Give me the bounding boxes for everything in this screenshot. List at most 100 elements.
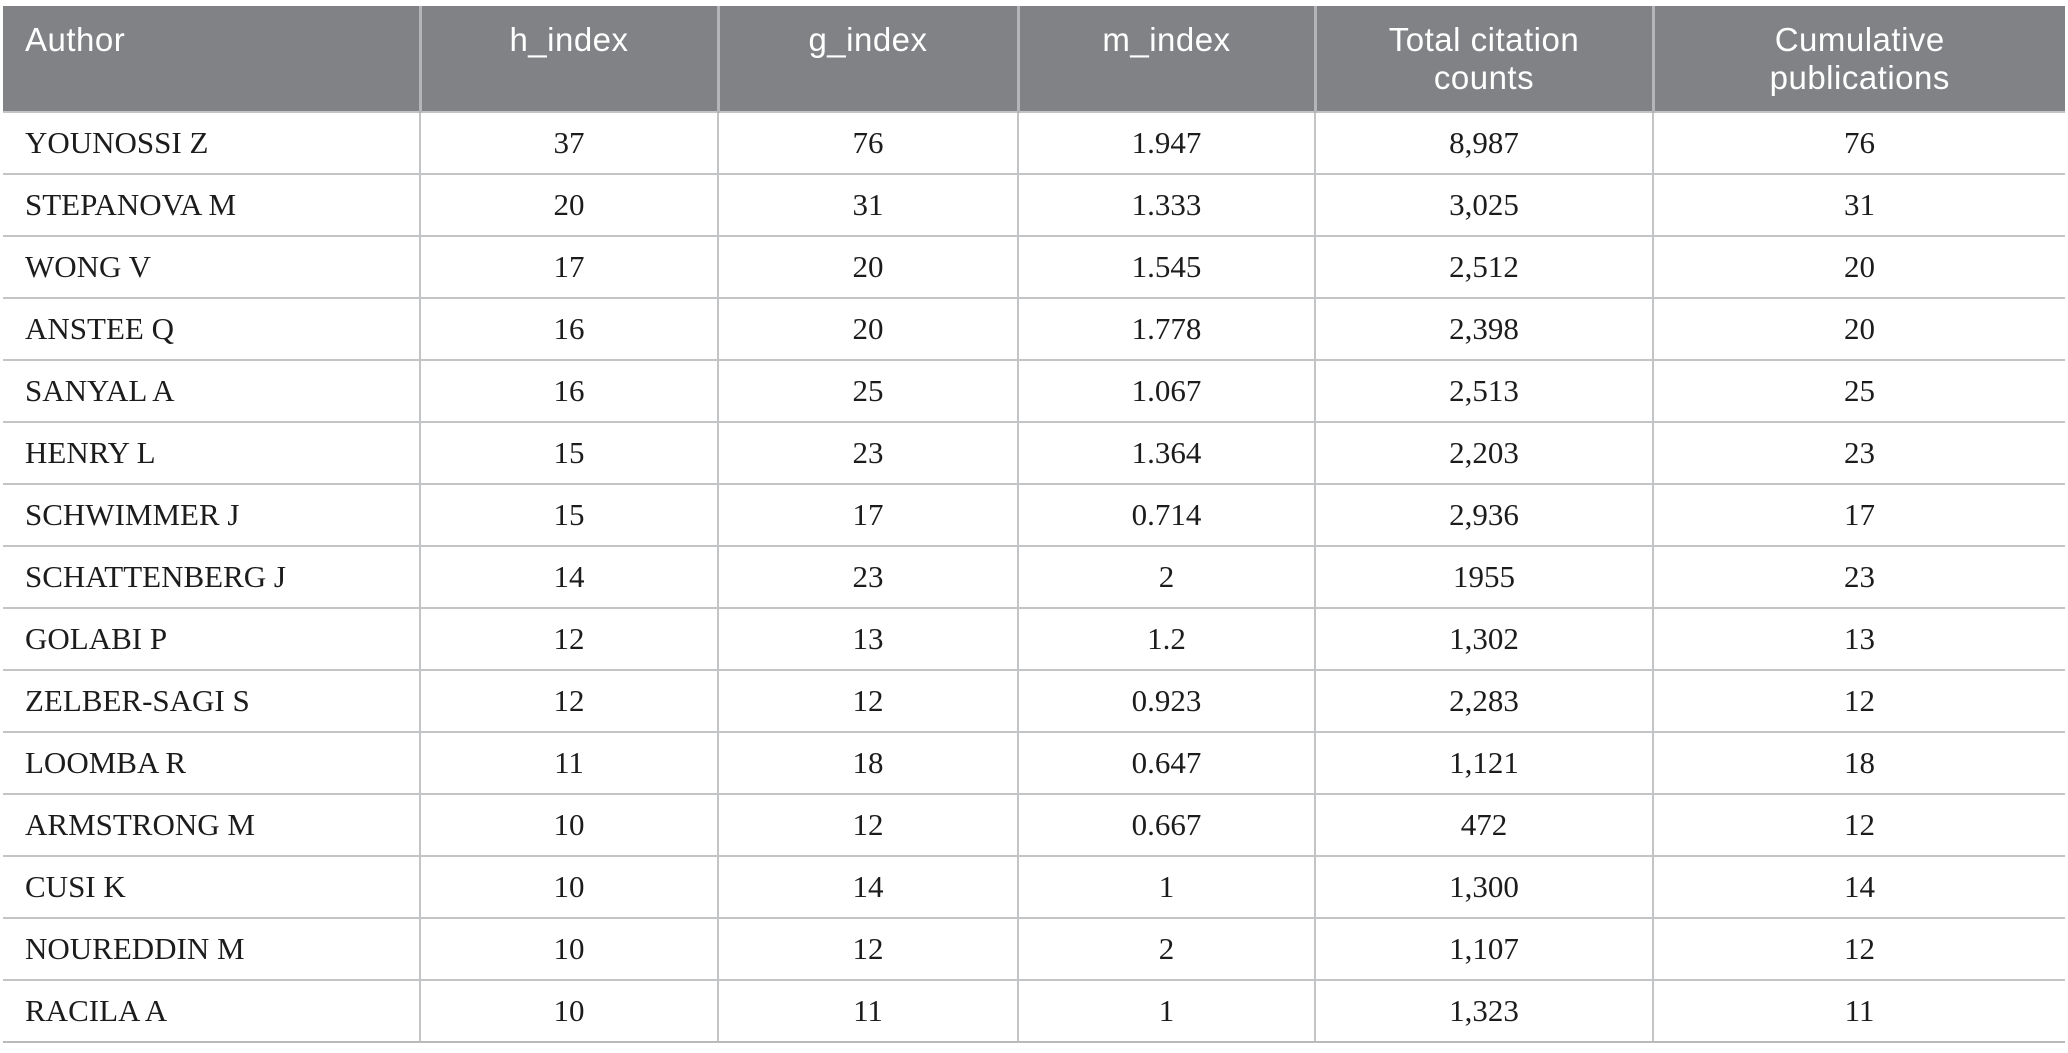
cumulative-publications-cell: 18 (1652, 731, 2065, 794)
table-row: RACILA A 10 11 1 1,323 11 (3, 979, 2065, 1043)
author-cell: SCHWIMMER J (3, 483, 420, 546)
cumulative-publications-cell: 17 (1652, 483, 2065, 546)
total-citations-cell: 2,513 (1314, 359, 1653, 422)
m-index-cell: 1.364 (1017, 421, 1315, 484)
cumulative-publications-cell: 12 (1652, 669, 2065, 732)
author-cell: RACILA A (3, 979, 420, 1043)
m-index-cell: 2 (1017, 545, 1315, 608)
cumulative-publications-cell: 23 (1652, 421, 2065, 484)
author-cell: GOLABI P (3, 607, 420, 670)
g-index-cell: 17 (717, 483, 1018, 546)
h-index-cell: 16 (419, 359, 718, 422)
table-header-row: Author h_index g_index m_index Total cit… (3, 6, 2065, 112)
g-index-cell: 14 (717, 855, 1018, 918)
h-index-cell: 15 (419, 421, 718, 484)
m-index-cell: 1.778 (1017, 297, 1315, 360)
total-citations-cell: 2,512 (1314, 235, 1653, 298)
total-citations-cell: 1,121 (1314, 731, 1653, 794)
g-index-cell: 76 (717, 111, 1018, 174)
table-row: SANYAL A 16 25 1.067 2,513 25 (3, 359, 2065, 422)
total-citations-cell: 472 (1314, 793, 1653, 856)
cumulative-publications-cell: 23 (1652, 545, 2065, 608)
table-row: GOLABI P 12 13 1.2 1,302 13 (3, 607, 2065, 670)
total-citations-cell: 2,203 (1314, 421, 1653, 484)
author-cell: LOOMBA R (3, 731, 420, 794)
author-cell: CUSI K (3, 855, 420, 918)
h-index-cell: 37 (419, 111, 718, 174)
g-index-cell: 20 (717, 235, 1018, 298)
total-citations-cell: 2,283 (1314, 669, 1653, 732)
cumulative-publications-cell: 11 (1652, 979, 2065, 1043)
g-index-cell: 25 (717, 359, 1018, 422)
author-cell: ANSTEE Q (3, 297, 420, 360)
m-index-cell: 1.333 (1017, 173, 1315, 236)
table-row: LOOMBA R 11 18 0.647 1,121 18 (3, 731, 2065, 794)
total-citations-cell: 3,025 (1314, 173, 1653, 236)
h-index-cell: 11 (419, 731, 718, 794)
column-header-h-index: h_index (418, 6, 718, 112)
total-citations-cell: 1,323 (1314, 979, 1653, 1043)
column-header-author: Author (3, 6, 420, 112)
g-index-cell: 12 (717, 793, 1018, 856)
g-index-cell: 20 (717, 297, 1018, 360)
h-index-cell: 10 (419, 917, 718, 980)
h-index-cell: 12 (419, 669, 718, 732)
h-index-cell: 15 (419, 483, 718, 546)
h-index-cell: 16 (419, 297, 718, 360)
h-index-cell: 10 (419, 855, 718, 918)
author-cell: SANYAL A (3, 359, 420, 422)
total-citations-cell: 1,300 (1314, 855, 1653, 918)
table-row: ARMSTRONG M 10 12 0.667 472 12 (3, 793, 2065, 856)
m-index-cell: 1.947 (1017, 111, 1315, 174)
g-index-cell: 12 (717, 669, 1018, 732)
author-cell: HENRY L (3, 421, 420, 484)
m-index-cell: 1.067 (1017, 359, 1315, 422)
g-index-cell: 13 (717, 607, 1018, 670)
cumulative-publications-cell: 31 (1652, 173, 2065, 236)
table-row: YOUNOSSI Z 37 76 1.947 8,987 76 (3, 111, 2065, 174)
g-index-cell: 18 (717, 731, 1018, 794)
author-cell: ZELBER-SAGI S (3, 669, 420, 732)
column-header-m-index: m_index (1016, 6, 1315, 112)
h-index-cell: 10 (419, 979, 718, 1043)
total-citations-cell: 8,987 (1314, 111, 1653, 174)
total-citations-cell: 2,398 (1314, 297, 1653, 360)
table-row: SCHWIMMER J 15 17 0.714 2,936 17 (3, 483, 2065, 546)
h-index-cell: 14 (419, 545, 718, 608)
total-citations-cell: 2,936 (1314, 483, 1653, 546)
m-index-cell: 0.647 (1017, 731, 1315, 794)
author-cell: WONG V (3, 235, 420, 298)
table-row: CUSI K 10 14 1 1,300 14 (3, 855, 2065, 918)
column-header-total-citation-counts: Total citation counts (1313, 6, 1653, 112)
m-index-cell: 1.2 (1017, 607, 1315, 670)
table-row: ANSTEE Q 16 20 1.778 2,398 20 (3, 297, 2065, 360)
author-cell: YOUNOSSI Z (3, 111, 420, 174)
g-index-cell: 23 (717, 421, 1018, 484)
m-index-cell: 1.545 (1017, 235, 1315, 298)
cumulative-publications-cell: 14 (1652, 855, 2065, 918)
m-index-cell: 1 (1017, 979, 1315, 1043)
cumulative-publications-cell: 20 (1652, 235, 2065, 298)
author-cell: STEPANOVA M (3, 173, 420, 236)
h-index-cell: 20 (419, 173, 718, 236)
column-header-cumulative-publications: Cumulative publications (1651, 6, 2065, 112)
cumulative-publications-cell: 20 (1652, 297, 2065, 360)
cumulative-publications-cell: 12 (1652, 793, 2065, 856)
total-citations-cell: 1,107 (1314, 917, 1653, 980)
cumulative-publications-cell: 25 (1652, 359, 2065, 422)
h-index-cell: 10 (419, 793, 718, 856)
author-cell: NOUREDDIN M (3, 917, 420, 980)
cumulative-publications-cell: 76 (1652, 111, 2065, 174)
cumulative-publications-cell: 12 (1652, 917, 2065, 980)
h-index-cell: 17 (419, 235, 718, 298)
author-cell: ARMSTRONG M (3, 793, 420, 856)
m-index-cell: 2 (1017, 917, 1315, 980)
h-index-cell: 12 (419, 607, 718, 670)
table-row: STEPANOVA M 20 31 1.333 3,025 31 (3, 173, 2065, 236)
column-header-g-index: g_index (716, 6, 1018, 112)
table-row: ZELBER-SAGI S 12 12 0.923 2,283 12 (3, 669, 2065, 732)
m-index-cell: 0.714 (1017, 483, 1315, 546)
g-index-cell: 12 (717, 917, 1018, 980)
g-index-cell: 31 (717, 173, 1018, 236)
table-row: WONG V 17 20 1.545 2,512 20 (3, 235, 2065, 298)
